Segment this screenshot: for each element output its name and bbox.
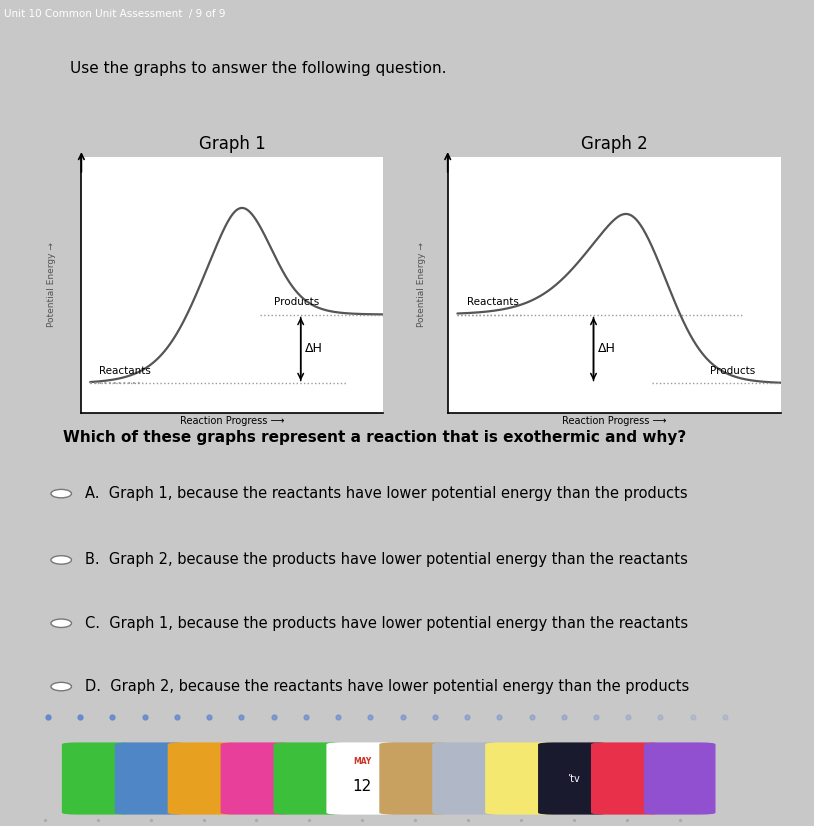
X-axis label: Reaction Progress ⟶: Reaction Progress ⟶ (180, 415, 284, 425)
FancyBboxPatch shape (379, 743, 451, 814)
FancyBboxPatch shape (115, 743, 186, 814)
Title: Graph 2: Graph 2 (581, 135, 648, 153)
Title: Graph 1: Graph 1 (199, 135, 265, 153)
Text: ΔH: ΔH (598, 343, 616, 355)
FancyBboxPatch shape (326, 743, 398, 814)
Text: Reactants: Reactants (467, 297, 519, 307)
Text: 12: 12 (352, 779, 372, 795)
Circle shape (51, 489, 72, 498)
Text: ’tv: ’tv (567, 773, 580, 784)
FancyBboxPatch shape (168, 743, 239, 814)
Text: MAY: MAY (353, 757, 371, 766)
Text: C.  Graph 1, because the products have lower potential energy than the reactants: C. Graph 1, because the products have lo… (85, 615, 688, 631)
FancyBboxPatch shape (9, 743, 81, 814)
Circle shape (51, 556, 72, 564)
FancyBboxPatch shape (274, 743, 345, 814)
FancyBboxPatch shape (485, 743, 557, 814)
FancyBboxPatch shape (591, 743, 663, 814)
FancyBboxPatch shape (221, 743, 292, 814)
Text: Reactants: Reactants (99, 366, 151, 376)
Text: Products: Products (274, 297, 320, 307)
FancyBboxPatch shape (538, 743, 610, 814)
Text: Potential Energy →: Potential Energy → (417, 243, 426, 327)
Text: Unit 10 Common Unit Assessment  / 9 of 9: Unit 10 Common Unit Assessment / 9 of 9 (4, 9, 225, 20)
Text: Which of these graphs represent a reaction that is exothermic and why?: Which of these graphs represent a reacti… (63, 430, 686, 445)
Text: D.  Graph 2, because the reactants have lower potential energy than the products: D. Graph 2, because the reactants have l… (85, 679, 689, 694)
X-axis label: Reaction Progress ⟶: Reaction Progress ⟶ (562, 415, 667, 425)
FancyBboxPatch shape (62, 743, 133, 814)
FancyBboxPatch shape (432, 743, 504, 814)
Text: A.  Graph 1, because the reactants have lower potential energy than the products: A. Graph 1, because the reactants have l… (85, 487, 687, 501)
Text: Potential Energy →: Potential Energy → (46, 243, 56, 327)
Text: ΔH: ΔH (305, 343, 323, 355)
FancyBboxPatch shape (644, 743, 716, 814)
Text: Products: Products (710, 366, 755, 376)
Text: B.  Graph 2, because the products have lower potential energy than the reactants: B. Graph 2, because the products have lo… (85, 553, 688, 567)
Circle shape (51, 619, 72, 628)
Circle shape (51, 682, 72, 691)
Text: Use the graphs to answer the following question.: Use the graphs to answer the following q… (70, 60, 447, 76)
